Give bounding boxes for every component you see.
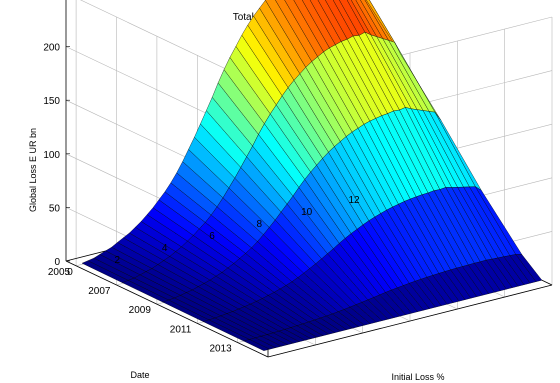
x-tick-label: 0 <box>67 267 73 278</box>
z-tick-label: 150 <box>43 96 60 107</box>
x-tick-label: 2 <box>115 255 121 266</box>
box-edge <box>65 260 269 358</box>
x-tick-label: 4 <box>162 243 168 254</box>
y-axis-label: Date <box>130 370 149 380</box>
x-tick-label: 12 <box>348 195 360 206</box>
y-tick-label: 2005 <box>48 267 71 278</box>
y-tick-label: 2007 <box>88 286 111 297</box>
z-tick-label: 0 <box>54 257 60 268</box>
surface-plot <box>81 0 543 351</box>
z-tick-label: 100 <box>43 150 60 161</box>
z-tick-label: 200 <box>43 43 60 54</box>
z-axis-label: Global Loss E UR bn <box>28 128 38 212</box>
y-tick-label: 2009 <box>129 305 152 316</box>
tick-labels: 0501001502002502005200720092011201302468… <box>43 43 360 355</box>
x-tick-label: 10 <box>301 207 313 218</box>
box-edge <box>267 284 553 358</box>
x-tick-label: 6 <box>209 231 215 242</box>
y-tick-label: 2011 <box>170 324 192 335</box>
surface-patch <box>515 254 543 282</box>
z-tick-label: 50 <box>49 203 61 214</box>
x-axis-label: Initial Loss % <box>391 372 444 382</box>
y-tick-label: 2013 <box>209 344 232 355</box>
x-tick-label: 8 <box>257 219 263 230</box>
